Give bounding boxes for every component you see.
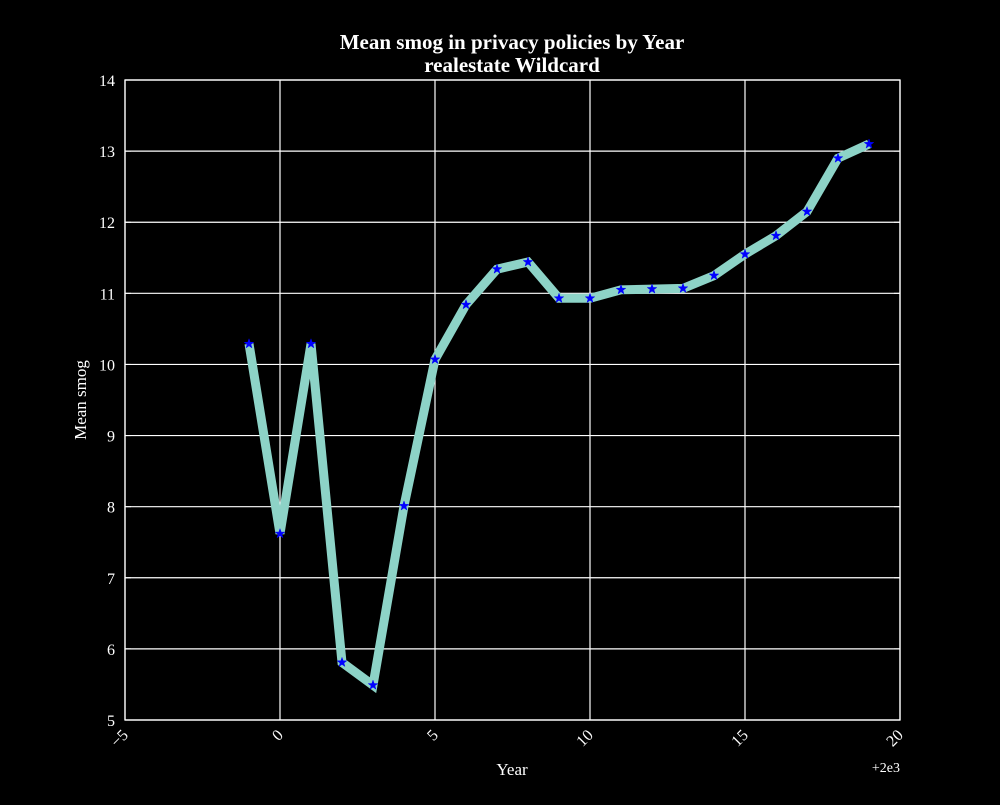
data-point-star-marker [429, 353, 441, 365]
data-point-star-marker [243, 338, 255, 349]
y-tick-label: 8 [107, 500, 115, 517]
x-tick-label: 20 [883, 727, 906, 750]
x-tick-label: 15 [728, 727, 751, 750]
data-point-star-marker [677, 282, 689, 294]
data-point-star-marker [553, 292, 565, 303]
data-point-star-marker [770, 229, 782, 241]
data-point-star-marker [491, 263, 503, 274]
data-point-star-marker [615, 284, 627, 295]
y-tick-label: 11 [100, 286, 115, 303]
data-point-star-marker [367, 679, 379, 690]
x-tick-label: −5 [108, 727, 132, 751]
data-point-star-marker [274, 527, 286, 539]
data-point-star-marker [584, 292, 596, 303]
data-point-star-marker [863, 138, 875, 149]
data-point-star-marker [336, 656, 348, 668]
x-tick-label: 5 [424, 727, 442, 745]
series-layer [243, 138, 875, 694]
data-point-star-marker [460, 298, 472, 310]
chart-title: Mean smog in privacy policies by Year [340, 30, 685, 54]
y-tick-label: 5 [107, 713, 115, 730]
x-axis-offset-label: +2e3 [872, 761, 900, 776]
x-tick-label: 0 [269, 727, 287, 745]
data-point-star-marker [305, 338, 317, 349]
y-tick-label: 12 [99, 215, 115, 232]
x-tick-label: 10 [573, 727, 596, 750]
chart-subtitle: realestate Wildcard [424, 53, 600, 77]
data-point-star-marker [801, 205, 813, 217]
data-point-star-marker [646, 283, 658, 294]
y-tick-label: 13 [99, 144, 115, 161]
data-point-star-marker [708, 269, 720, 281]
grid-lines [124, 79, 901, 721]
y-tick-label: 7 [107, 571, 115, 588]
data-point-star-marker [739, 248, 751, 259]
y-tick-label: 9 [107, 429, 115, 446]
series-line [244, 139, 871, 694]
data-point-star-marker [522, 256, 534, 267]
y-axis-label: Mean smog [71, 360, 90, 440]
y-tick-label: 10 [99, 357, 115, 374]
plot-frame [124, 79, 901, 721]
y-tick-label: 14 [99, 73, 115, 90]
x-axis-label: Year [496, 760, 528, 779]
data-point-star-marker [832, 152, 844, 163]
data-point-star-marker [398, 500, 410, 511]
y-tick-label: 6 [107, 642, 115, 659]
